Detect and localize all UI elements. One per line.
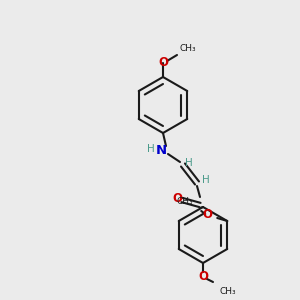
Text: CH₃: CH₃ xyxy=(177,197,193,206)
Text: H: H xyxy=(202,175,210,185)
Text: H: H xyxy=(185,158,193,168)
Text: H: H xyxy=(147,144,155,154)
Text: O: O xyxy=(202,208,212,220)
Text: O: O xyxy=(172,191,182,205)
Text: CH₃: CH₃ xyxy=(219,287,236,296)
Text: O: O xyxy=(158,56,168,70)
Text: O: O xyxy=(198,271,208,284)
Text: CH₃: CH₃ xyxy=(179,44,196,53)
Text: N: N xyxy=(155,145,167,158)
